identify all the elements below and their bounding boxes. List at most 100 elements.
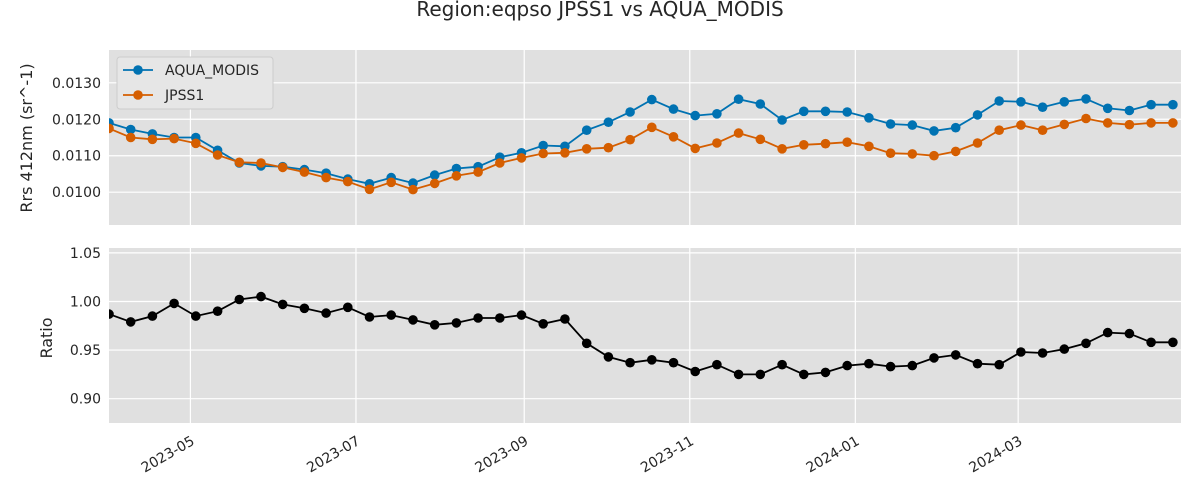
top-data-point [690, 143, 700, 154]
bottom-data-point [864, 358, 874, 369]
legend: AQUA_MODIS JPSS1 [116, 56, 274, 110]
top-data-point [842, 137, 852, 147]
top-y-tick-label: 0.0130 [52, 76, 101, 92]
top-data-point [451, 163, 462, 174]
bottom-data-point [1124, 328, 1135, 339]
x-tick-label: 2023-05 [139, 433, 198, 476]
x-tick-labels: 2023-05 2023-07 2023-09 2023-11 2024-01 2024-… [139, 433, 1025, 476]
bottom-y-tick-label: 1.00 [70, 294, 101, 310]
bottom-data-point [1016, 347, 1026, 357]
bottom-data-point [538, 319, 548, 329]
top-data-point [907, 120, 918, 130]
bottom-data-point [277, 299, 288, 310]
top-data-point [950, 122, 961, 133]
bottom-data-point [473, 313, 483, 323]
top-data-point [538, 148, 548, 159]
bottom-data-point [733, 369, 744, 380]
top-data-point [733, 94, 744, 104]
top-y-tick-label: 0.0100 [52, 185, 101, 201]
top-data-point [277, 162, 288, 173]
top-data-point [299, 167, 310, 177]
top-data-point [668, 104, 679, 114]
bottom-data-point [929, 353, 939, 363]
top-data-point [625, 134, 635, 145]
top-data-point [972, 138, 983, 148]
top-data-point [929, 150, 939, 161]
bottom-grid [109, 248, 1181, 423]
top-data-point [473, 167, 483, 177]
bottom-plot-panel: 0.90 0.95 1.00 1.05 Ratio [37, 246, 1181, 423]
top-data-point [712, 138, 722, 148]
top-data-point [1146, 118, 1156, 128]
top-data-point [429, 178, 440, 189]
top-data-point [581, 125, 592, 135]
bottom-data-point [109, 309, 114, 319]
top-data-point [755, 99, 766, 109]
top-data-point [1168, 118, 1178, 128]
top-data-point [950, 146, 961, 157]
bottom-data-point [1037, 348, 1048, 358]
top-data-point [690, 110, 700, 121]
bottom-data-point [147, 311, 158, 321]
bottom-data-point [125, 317, 136, 327]
top-data-point [1081, 94, 1091, 104]
bottom-data-point [191, 311, 201, 321]
top-y-axis-label: Rrs 412nm (sr^-1) [17, 63, 36, 212]
top-data-point [929, 126, 939, 136]
top-data-point [994, 125, 1004, 135]
bottom-data-point [234, 294, 245, 305]
top-data-point [603, 117, 614, 127]
bottom-data-point [668, 357, 679, 368]
bottom-data-point [321, 308, 331, 318]
top-data-point [777, 144, 787, 154]
x-tick-label: 2024-03 [967, 433, 1026, 476]
top-data-point [1037, 102, 1048, 112]
bottom-plot-background [109, 248, 1181, 423]
bottom-data-point [1102, 327, 1113, 338]
bottom-data-point [256, 291, 266, 302]
legend-label-aqua-modis: AQUA_MODIS [165, 63, 259, 79]
legend-label-jpss1: JPSS1 [164, 88, 204, 104]
bottom-data-point [516, 310, 527, 320]
bottom-data-point [495, 313, 505, 323]
bottom-series-points [109, 291, 1178, 380]
x-tick-label: 2024-01 [804, 433, 863, 476]
top-data-point [169, 133, 179, 144]
top-y-tick-label: 0.0120 [52, 112, 101, 128]
bottom-data-point [994, 359, 1004, 370]
bottom-data-point [212, 306, 223, 317]
bottom-data-point [169, 298, 179, 309]
bottom-data-point [755, 369, 766, 380]
top-data-point [429, 170, 440, 180]
top-data-point [755, 134, 766, 145]
top-data-point [256, 158, 266, 168]
bottom-data-point [429, 320, 440, 330]
top-data-point [451, 171, 462, 181]
x-tick-label: 2023-09 [473, 433, 532, 476]
top-data-point [408, 184, 418, 195]
bottom-data-point [408, 315, 418, 325]
bottom-data-point [581, 338, 592, 349]
top-data-point [321, 172, 331, 183]
bottom-data-point [1059, 344, 1070, 354]
top-data-point [1124, 119, 1135, 130]
top-data-point [1059, 97, 1070, 107]
bottom-data-point [712, 359, 722, 370]
x-tick-label: 2023-07 [304, 433, 363, 476]
top-data-point [343, 176, 353, 187]
bottom-y-axis-label: Ratio [37, 317, 56, 358]
top-data-point [1037, 125, 1048, 135]
bottom-data-point [299, 303, 310, 314]
bottom-data-point [625, 357, 635, 368]
top-data-point [625, 107, 635, 117]
top-data-point [907, 149, 918, 159]
bottom-data-point [1168, 337, 1178, 348]
top-data-point [495, 158, 505, 168]
top-data-point [1059, 119, 1070, 130]
top-data-point [212, 150, 223, 160]
top-data-point [147, 134, 158, 145]
top-data-point [1016, 97, 1026, 107]
top-data-point [842, 107, 852, 117]
top-data-point [972, 110, 983, 120]
